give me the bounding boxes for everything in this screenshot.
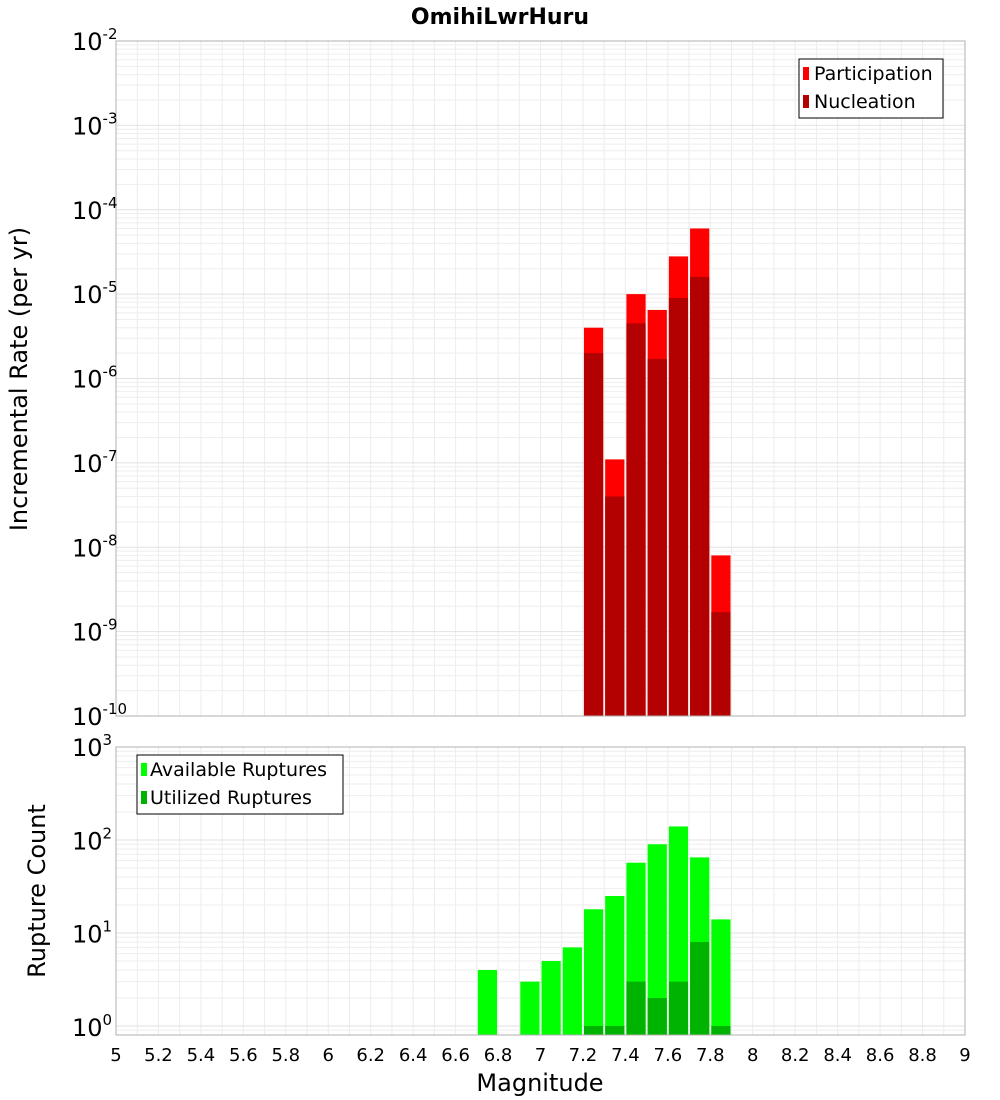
x-tick-label: 8.2 xyxy=(781,1045,810,1066)
x-tick-label: 5.6 xyxy=(229,1045,258,1066)
x-tick-label: 9 xyxy=(959,1045,970,1066)
x-tick-label: 6.8 xyxy=(484,1045,513,1066)
top-y-axis-ticks: 10-2 10-3 10-4 10-5 10-6 10-7 10-8 10-9 10-10 xyxy=(72,25,127,731)
y-tick-label: 10-6 xyxy=(72,363,118,394)
utilized-ruptures-bar xyxy=(605,1025,625,1035)
available-ruptures-bar xyxy=(647,844,667,1035)
legend-label-utilized-ruptures: Utilized Ruptures xyxy=(150,787,312,809)
top-plot-frame xyxy=(115,40,966,717)
x-tick-label: 5.4 xyxy=(187,1045,216,1066)
y-tick-label: 10-7 xyxy=(72,447,118,478)
x-tick-label: 8.4 xyxy=(823,1045,852,1066)
utilized-ruptures-bar xyxy=(711,1025,731,1035)
y-tick-label: 10-2 xyxy=(72,25,118,56)
y-tick-label: 10-3 xyxy=(72,109,118,140)
bottom-y-axis-label: Rupture Count xyxy=(23,804,51,978)
y-tick-label: 103 xyxy=(72,731,112,762)
x-tick-label: 6.6 xyxy=(441,1045,470,1066)
y-tick-label: 10-5 xyxy=(72,278,118,309)
x-tick-label: 7.8 xyxy=(696,1045,725,1066)
legend-swatch-nucleation xyxy=(803,95,809,108)
bottom-legend: Available Ruptures Utilized Ruptures xyxy=(136,754,344,815)
x-tick-label: 6.4 xyxy=(399,1045,428,1066)
x-tick-label: 5.2 xyxy=(144,1045,173,1066)
top-plot-grid xyxy=(115,41,966,717)
nucleation-bar xyxy=(690,276,710,716)
nucleation-bar xyxy=(647,359,667,716)
y-tick-label: 100 xyxy=(72,1011,112,1042)
utilized-ruptures-bar xyxy=(626,981,646,1035)
x-tick-label: 5.8 xyxy=(271,1045,300,1066)
utilized-ruptures-bar xyxy=(690,942,710,1035)
x-tick-label: 8 xyxy=(747,1045,758,1066)
x-tick-label: 7.6 xyxy=(654,1045,683,1066)
nucleation-bar xyxy=(626,323,646,716)
top-legend: Participation Nucleation xyxy=(798,58,944,119)
nucleation-bar xyxy=(583,353,604,716)
x-tick-label: 8.6 xyxy=(866,1045,895,1066)
available-ruptures-bar xyxy=(583,909,604,1035)
x-tick-label: 7 xyxy=(535,1045,546,1066)
utilized-ruptures-bar xyxy=(668,981,689,1035)
x-tick-label: 6.2 xyxy=(356,1045,385,1066)
legend-swatch-utilized-ruptures xyxy=(141,791,147,804)
available-ruptures-bar xyxy=(605,895,625,1035)
x-tick-label: 5 xyxy=(110,1045,121,1066)
chart-title: OmihiLwrHuru xyxy=(411,5,589,30)
nucleation-bar xyxy=(605,496,625,716)
bottom-legend-box xyxy=(136,754,344,815)
legend-label-nucleation: Nucleation xyxy=(814,91,916,113)
y-tick-label: 10-10 xyxy=(72,700,127,731)
available-ruptures-bar xyxy=(711,919,731,1035)
x-tick-label: 6 xyxy=(323,1045,334,1066)
top-y-axis-label: Incremental Rate (per yr) xyxy=(5,227,33,531)
legend-label-available-ruptures: Available Ruptures xyxy=(150,759,327,781)
available-ruptures-bar xyxy=(562,947,582,1035)
legend-swatch-participation xyxy=(803,67,809,80)
x-tick-label: 8.8 xyxy=(908,1045,937,1066)
y-tick-label: 102 xyxy=(72,824,112,855)
utilized-ruptures-bar xyxy=(647,997,667,1035)
y-tick-label: 101 xyxy=(72,918,112,949)
x-axis-ticks: 5 5.2 5.4 5.6 5.8 6 6.2 6.4 6.6 6.8 7 7.2 7.4 7.6 7.8 8… xyxy=(110,1045,970,1066)
nucleation-bar xyxy=(668,297,689,716)
x-tick-label: 7.2 xyxy=(569,1045,598,1066)
bottom-y-axis-ticks: 103 102 101 100 xyxy=(72,731,112,1042)
top-plot-bars xyxy=(583,228,731,716)
top-legend-box xyxy=(798,58,944,119)
legend-swatch-available-ruptures xyxy=(141,763,147,776)
bottom-plot-frame xyxy=(115,746,966,1036)
available-ruptures-bar xyxy=(477,969,498,1035)
available-ruptures-bar xyxy=(520,981,540,1035)
legend-label-participation: Participation xyxy=(814,63,933,85)
x-tick-label: 7.4 xyxy=(611,1045,640,1066)
bottom-plot-bars xyxy=(477,826,731,1035)
y-tick-label: 10-9 xyxy=(72,616,118,647)
nucleation-bar xyxy=(711,612,731,716)
utilized-ruptures-bar xyxy=(583,1025,604,1035)
y-tick-label: 10-8 xyxy=(72,531,118,562)
y-tick-label: 10-4 xyxy=(72,194,118,225)
x-axis-label: Magnitude xyxy=(476,1069,603,1097)
available-ruptures-bar xyxy=(541,960,561,1035)
